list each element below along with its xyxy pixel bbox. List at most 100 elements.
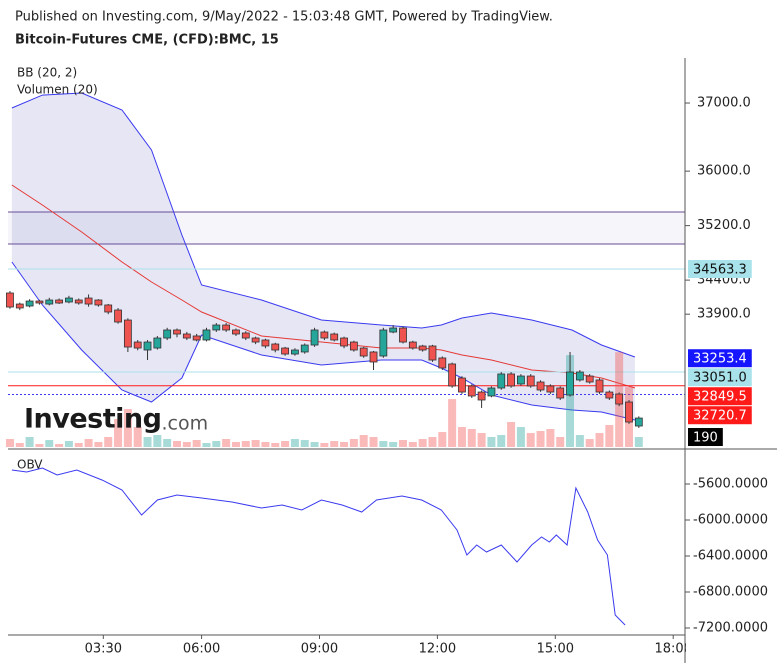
candle-body: [45, 299, 54, 305]
volume-bar: [84, 439, 93, 447]
candle-body: [379, 329, 388, 357]
volume-bar: [55, 444, 64, 447]
candle-body: [399, 327, 407, 343]
price-label-box: [688, 368, 752, 387]
volume-bar: [457, 427, 466, 447]
volume-bar: [556, 437, 565, 447]
volume-bar: [546, 429, 555, 447]
candle-body: [104, 304, 113, 313]
volume-bar: [45, 440, 54, 447]
candle-body: [202, 329, 211, 341]
volume-bar: [163, 439, 172, 447]
candle-body: [477, 391, 486, 401]
volume-bar: [212, 441, 221, 447]
volume-bar: [448, 399, 457, 447]
candle-body: [517, 375, 525, 385]
volume-bar: [74, 443, 83, 447]
candle-body: [192, 335, 201, 341]
volume-bar: [566, 355, 575, 447]
candle-body: [123, 319, 132, 348]
x-tick-label: 18:00: [654, 642, 691, 657]
candle-body: [615, 393, 624, 405]
x-tick-label: 12:00: [419, 642, 456, 657]
candle-body: [94, 299, 103, 306]
volume-bar: [575, 435, 584, 447]
volume-bar: [340, 442, 349, 447]
candle-body: [359, 347, 368, 357]
candle-body: [556, 387, 565, 399]
candle-body: [575, 371, 584, 381]
candle-body: [349, 341, 358, 351]
volume-bar: [114, 419, 123, 447]
volume-bar: [192, 440, 201, 447]
band-upper: [11, 92, 636, 358]
volume-bar: [300, 440, 309, 447]
price-label-box: [688, 428, 723, 447]
candle-body: [546, 385, 555, 393]
volume-bar: [428, 437, 437, 447]
volume-bar: [408, 442, 417, 447]
band-lower: [11, 261, 636, 421]
candle-body: [497, 373, 506, 389]
candle-body: [585, 375, 594, 383]
candle-body: [595, 379, 604, 393]
candle-body: [369, 351, 378, 363]
x-tick-label: 06:00: [183, 642, 220, 657]
candle-body: [408, 341, 417, 349]
y-tick-label: -6800.0000: [693, 584, 768, 599]
volume-bar: [94, 442, 103, 447]
y-tick-label: -6000.0000: [693, 513, 768, 528]
candle-body: [605, 391, 614, 399]
candle-body: [536, 381, 545, 391]
volume-bar: [241, 441, 250, 447]
volume-bar: [123, 409, 132, 447]
volume-bar: [595, 433, 604, 447]
volume-bar: [398, 440, 407, 447]
candle-body: [143, 341, 152, 351]
volume-bar: [290, 439, 299, 447]
price-label-box: [688, 387, 752, 406]
volume-bar: [516, 427, 525, 447]
candle-body: [212, 324, 221, 331]
price-label-box: [688, 349, 752, 368]
volume-bar: [281, 441, 290, 447]
candle-body: [428, 345, 437, 361]
volume-bar: [35, 444, 44, 447]
candle-body: [153, 337, 162, 349]
y-tick-label: -5600.0000: [693, 477, 768, 492]
candle-body: [310, 329, 319, 346]
volume-bar: [526, 433, 535, 447]
candle-body: [320, 331, 329, 339]
candle-body: [163, 329, 172, 339]
volume-bar: [497, 435, 506, 447]
candle-body: [15, 303, 24, 309]
y-tick-label: -7200.0000: [693, 620, 768, 635]
volume-bar: [64, 441, 73, 447]
price-label-box: [688, 406, 752, 425]
candle-body: [173, 329, 181, 335]
y-tick-label: 35200.0: [697, 218, 751, 233]
volume-bar: [261, 442, 270, 447]
volume-bar: [15, 443, 24, 447]
candle-body: [418, 345, 427, 351]
x-tick-label: 03:30: [85, 642, 122, 657]
candle-body: [25, 300, 34, 307]
candle-body: [458, 377, 466, 393]
candle-body: [133, 341, 142, 349]
candle-body: [507, 373, 515, 387]
zone-fill: [8, 212, 685, 245]
symbol-title: Bitcoin-Futures CME, (CFD):BMC, 15: [15, 33, 279, 48]
candle-body: [448, 363, 457, 387]
obv-line: [11, 467, 626, 626]
volume-label: Volumen (20): [17, 83, 98, 97]
candle-body: [438, 357, 447, 369]
candle-body: [291, 349, 299, 355]
y-tick-label: -6400.0000: [693, 548, 768, 563]
volume-bar: [487, 437, 496, 447]
candle-body: [467, 385, 476, 397]
candle-body: [526, 375, 535, 387]
volume-bar: [438, 432, 447, 447]
x-axis: 03:30 06:00 09:00 12:00 15:00 18:00: [85, 635, 691, 657]
candle-body: [35, 300, 44, 304]
